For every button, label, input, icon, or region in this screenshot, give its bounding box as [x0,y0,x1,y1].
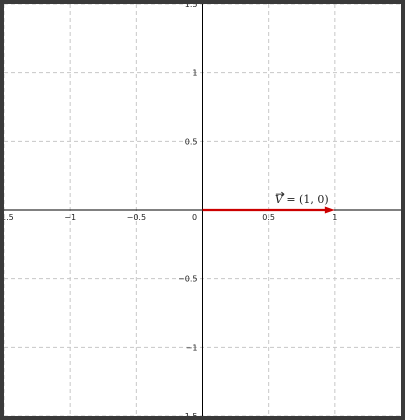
x-tick-label: −1.5 [4,213,14,222]
vector-annotation-value: = (1, 0) [283,193,329,206]
y-tick-label: 1 [192,69,197,78]
y-tick-label: −1 [186,343,198,352]
vector-head [324,206,335,214]
y-tick-label: 0.5 [185,137,198,146]
x-tick-label: 0 [192,213,197,222]
vector [202,206,335,214]
x-tick-label: 1 [332,213,337,222]
y-tick-label: −0.5 [178,275,197,284]
vector-overline [275,191,285,197]
x-tick-label: −1 [64,213,76,222]
tick-labels: −1.5 −1 −0.5 0 0.5 1 1.5 1 0.5 −0.5 −1 −1.5 [4,4,337,416]
vector-plot: −1.5 −1 −0.5 0 0.5 1 1.5 1 0.5 −0.5 −1 −1.5 V = (1,… [4,4,401,416]
x-tick-label: −0.5 [127,213,146,222]
plot-frame: −1.5 −1 −0.5 0 0.5 1 1.5 1 0.5 −0.5 −1 −1.5 V = (1,… [4,4,401,416]
vector-annotation-symbol: V [275,193,284,206]
vector-annotation: V = (1, 0) [275,193,329,206]
x-tick-label: 0.5 [262,213,275,222]
y-tick-label: −1.5 [178,412,197,416]
y-tick-label: 1.5 [185,4,198,9]
overline-head [281,191,285,197]
